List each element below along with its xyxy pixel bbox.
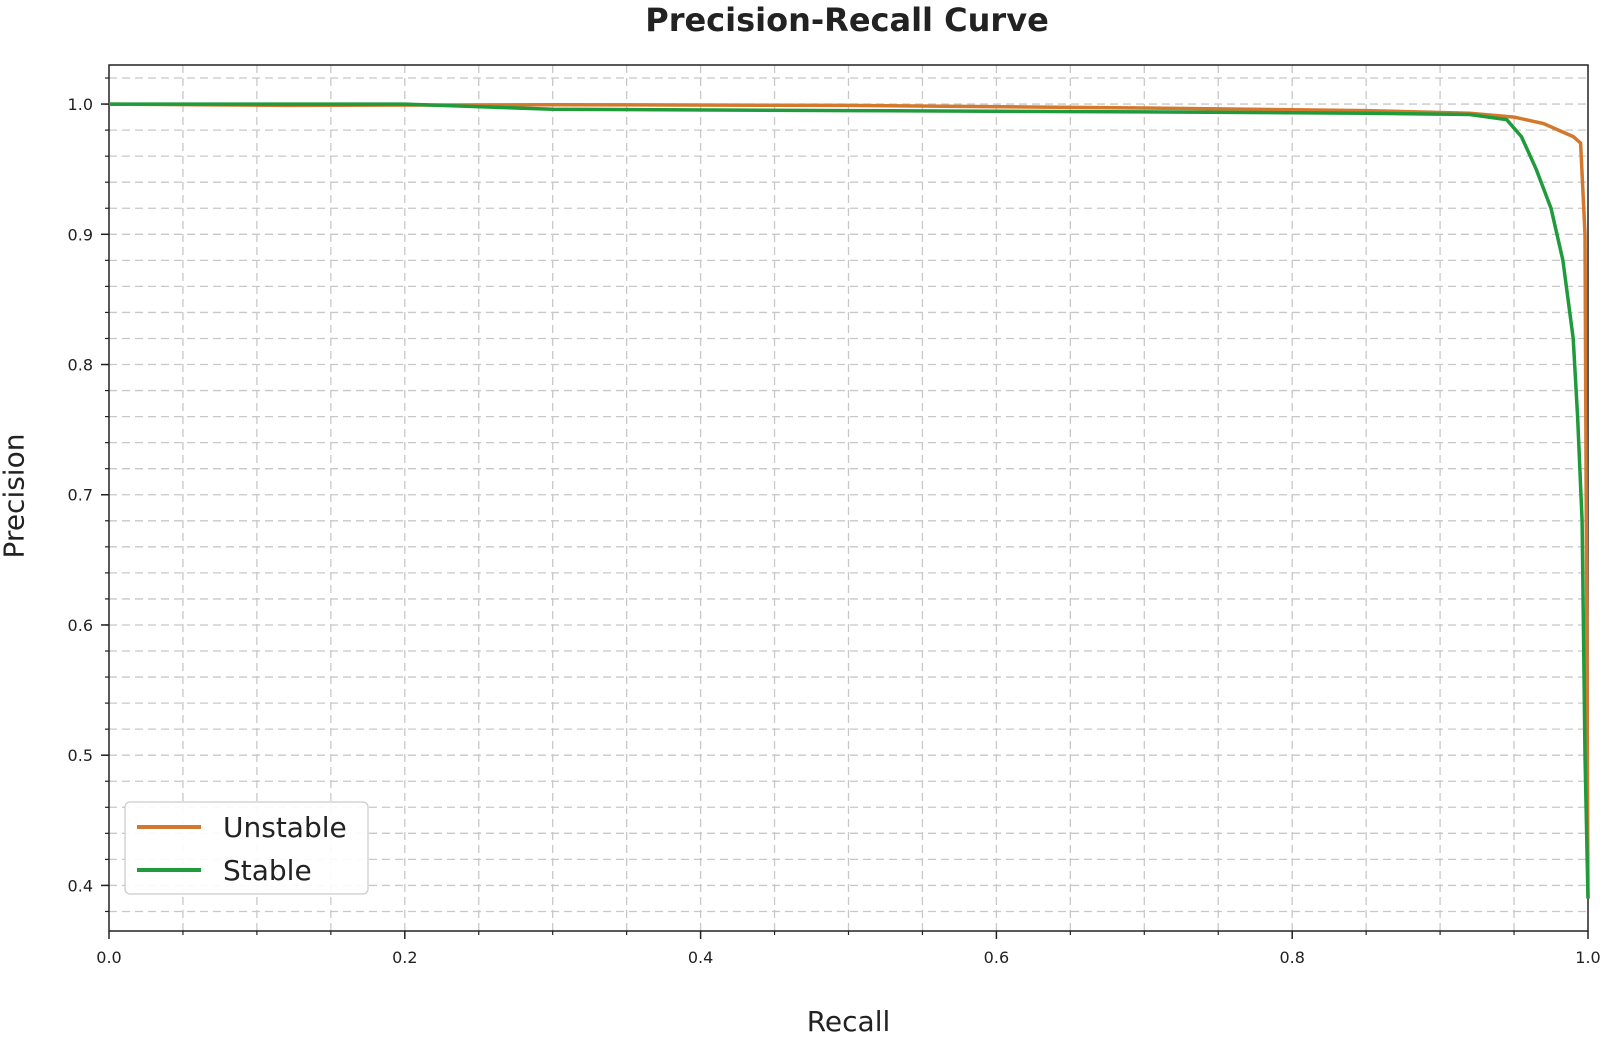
series-line-unstable [108,102,1590,899]
y-tick-label: 0.7 [68,486,93,505]
y-tick-label: 0.9 [68,225,93,244]
legend: Unstable Stable [124,801,369,895]
legend-label-stable: Stable [223,854,312,887]
series-lines [108,102,1590,899]
y-tick-label: 0.5 [68,746,93,765]
axes: 0.0 0.2 0.4 0.6 0.8 1.0 0.4 0.5 0.6 0.7 0.8 0.9 1.0 [68,64,1601,967]
y-tick-label: 0.6 [68,616,93,635]
y-tick-label: 1.0 [68,95,93,114]
x-axis-label: Recall [806,1005,891,1038]
series-line-stable [109,102,1590,899]
y-tick-label: 0.8 [68,356,93,375]
chart-title: Precision-Recall Curve [645,1,1049,39]
legend-label-unstable: Unstable [223,811,347,844]
x-tick-label: 0.4 [688,948,713,967]
y-tick-label: 0.4 [68,876,93,895]
x-tick-label: 1.0 [1575,948,1600,967]
x-tick-label: 0.8 [1279,948,1304,967]
x-tick-label: 0.2 [392,948,417,967]
grid [109,65,1588,931]
x-tick-label: 0.6 [984,948,1009,967]
x-tick-label: 0.0 [96,948,121,967]
